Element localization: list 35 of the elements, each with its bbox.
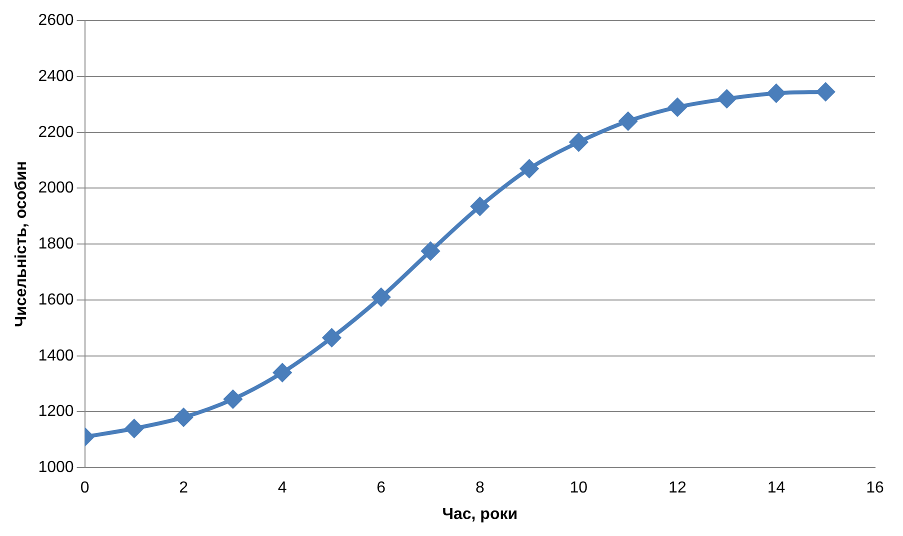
x-tick-label: 2 — [179, 480, 188, 497]
point — [273, 364, 292, 382]
point — [619, 112, 638, 130]
point — [174, 408, 193, 426]
x-tick-label: 12 — [668, 480, 686, 497]
y-tick-label: 2000 — [38, 180, 74, 197]
x-axis-title: Час, роки — [442, 506, 518, 523]
x-tick-label: 4 — [278, 480, 287, 497]
y-tick-label: 1200 — [38, 403, 74, 420]
x-tick-label: 8 — [475, 480, 484, 497]
x-tick-label: 0 — [80, 480, 90, 497]
y-tick-label: 2600 — [38, 12, 74, 30]
x-tick-label: 16 — [866, 480, 884, 497]
point — [322, 328, 341, 347]
point — [668, 98, 686, 116]
y-tick-label: 2400 — [38, 68, 74, 85]
y-tick-label: 1000 — [38, 459, 74, 476]
point — [718, 90, 736, 108]
point — [570, 133, 588, 152]
point — [224, 390, 242, 408]
point — [125, 419, 144, 438]
point — [767, 84, 786, 102]
point — [372, 288, 390, 306]
y-axis-title: Чисельність, особин — [13, 161, 30, 328]
point — [422, 242, 440, 260]
x-tick-label: 6 — [376, 480, 386, 497]
y-tick-label: 2200 — [38, 124, 74, 141]
x-tick-label: 14 — [767, 480, 786, 497]
point — [470, 197, 489, 216]
y-tick-label: 1600 — [38, 291, 74, 308]
point — [816, 82, 835, 101]
y-tick-label: 1800 — [38, 236, 74, 253]
y-tick-label: 1400 — [38, 347, 74, 364]
point — [520, 160, 538, 178]
x-tick-label: 10 — [570, 480, 588, 497]
